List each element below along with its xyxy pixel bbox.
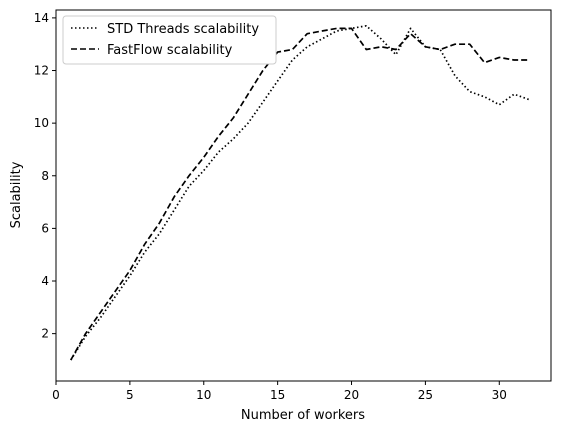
legend-box xyxy=(62,15,277,65)
y-tick-label: 12 xyxy=(34,64,49,78)
y-tick-label: 2 xyxy=(41,327,49,341)
y-tick-label: 8 xyxy=(41,169,49,183)
y-axis-ticks: 2 4 6 8 10 12 14 xyxy=(34,11,56,341)
series-line-1 xyxy=(70,27,529,361)
y-tick-label: 10 xyxy=(34,116,49,130)
x-axis-label: Number of workers xyxy=(241,408,365,423)
legend: STD Threads scalability FastFlow scalabi… xyxy=(62,15,277,65)
x-axis-ticks: 0 5 10 15 20 25 30 xyxy=(52,381,507,402)
y-axis-label: Scalability xyxy=(9,161,24,228)
y-tick-label: 4 xyxy=(41,274,49,288)
x-tick-label: 30 xyxy=(492,388,507,402)
x-tick-label: 5 xyxy=(126,388,134,402)
x-tick-label: 25 xyxy=(418,388,433,402)
x-tick-label: 0 xyxy=(52,388,60,402)
legend-label-fastflow: FastFlow scalability xyxy=(107,43,233,58)
x-tick-label: 15 xyxy=(270,388,285,402)
series-line-0 xyxy=(70,24,530,361)
y-tick-label: 6 xyxy=(41,221,49,235)
x-tick-label: 10 xyxy=(196,388,211,402)
plot-area xyxy=(55,9,552,382)
series-lines xyxy=(70,24,530,361)
x-tick-label: 20 xyxy=(344,388,359,402)
legend-label-std-threads: STD Threads scalability xyxy=(107,22,259,37)
y-tick-label: 14 xyxy=(34,11,49,25)
